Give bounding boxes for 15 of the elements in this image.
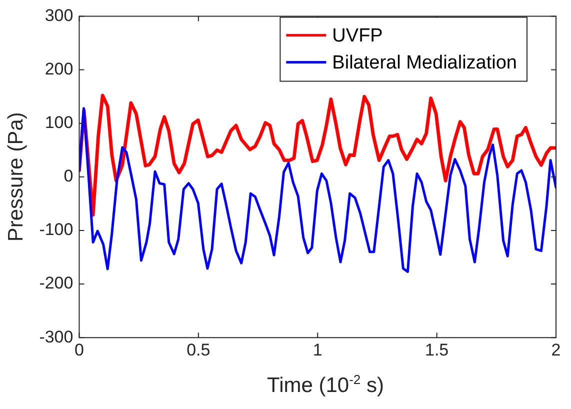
y-tick-label: 200 xyxy=(44,59,74,78)
legend-label: UVFP xyxy=(332,25,383,46)
y-tick-label: 100 xyxy=(44,113,74,132)
y-tick-label: 300 xyxy=(44,6,74,25)
y-tick-label: -300 xyxy=(39,327,74,346)
x-tick-label: 1 xyxy=(312,340,322,360)
x-tick-label: 2 xyxy=(551,340,561,360)
x-tick-label: 1.5 xyxy=(424,340,449,360)
y-tick-label: -200 xyxy=(39,274,74,293)
y-tick-label: -100 xyxy=(39,220,74,240)
y-axis-title: Pressure (Pa) xyxy=(4,112,28,242)
y-tick-label: 0 xyxy=(64,166,74,186)
x-tick-label: 0.5 xyxy=(186,340,210,360)
x-axis-title: Time (10$^{-2}$ s) xyxy=(266,372,385,398)
legend-label: Bilateral Medialization xyxy=(332,52,518,74)
